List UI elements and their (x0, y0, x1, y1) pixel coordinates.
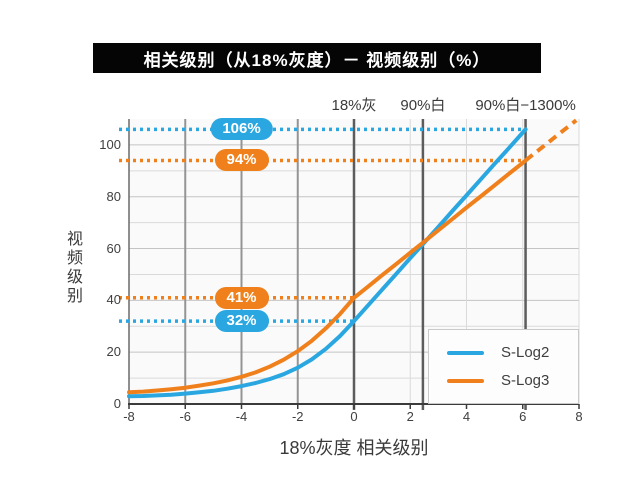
slog2-line-swatch (447, 350, 484, 355)
reference-lines (119, 127, 526, 323)
s-log3-curve (127, 158, 528, 395)
legend-item-slog2: S-Log2 (447, 344, 578, 361)
legend-label-slog2: S-Log2 (501, 344, 550, 361)
legend-item-slog3: S-Log3 (447, 372, 578, 389)
chart-title: 相关级别（从18%灰度）－ 视频级别（%） (143, 50, 491, 70)
chart-title-bar: 相关级别（从18%灰度）－ 视频级别（%） (93, 43, 541, 73)
legend: S-Log2 S-Log3 (428, 329, 579, 404)
s-log2-curve (127, 127, 528, 399)
x-axis-title: 18%灰度 相关级别 (279, 438, 429, 458)
legend-label-slog3: S-Log3 (501, 372, 550, 389)
axes (128, 119, 580, 409)
slog3-line-swatch (447, 378, 484, 383)
s-log3-curve-dashed-extension (524, 118, 578, 163)
y-axis-title: 视频级别 (64, 230, 81, 306)
